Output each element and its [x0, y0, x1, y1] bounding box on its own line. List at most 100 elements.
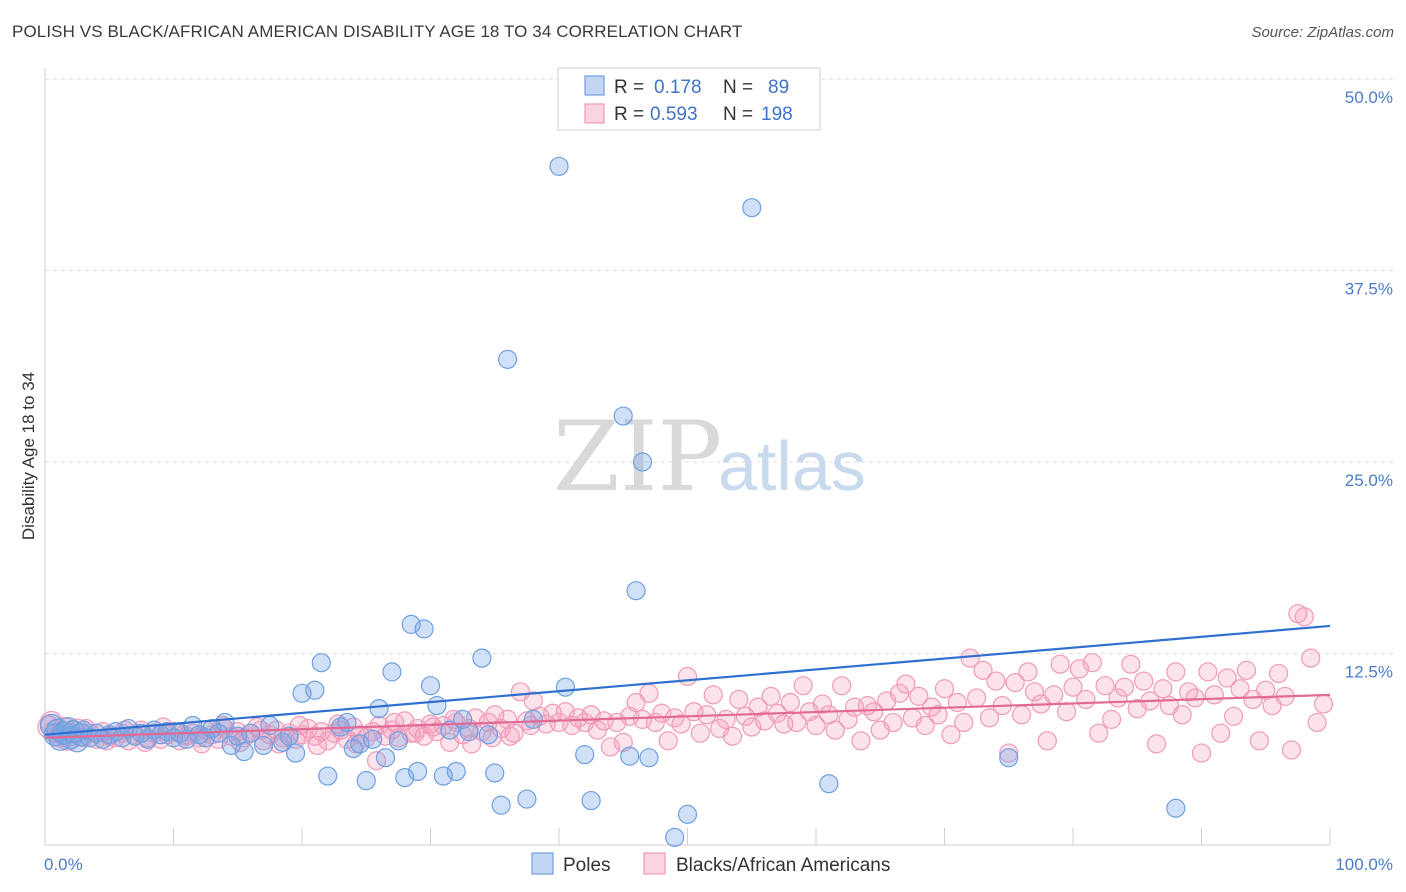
y-tick-label-1: 25.0% — [1345, 471, 1393, 490]
point-0-78 — [613, 406, 633, 426]
point-1-185 — [1224, 706, 1244, 726]
poles-swatch — [584, 75, 605, 96]
point-1-100 — [677, 666, 698, 687]
point-0-68 — [478, 725, 498, 745]
point-1-102 — [690, 723, 710, 743]
point-0-66 — [459, 722, 479, 742]
point-0-50 — [356, 771, 376, 791]
point-1-118 — [793, 676, 813, 696]
point-0-87 — [999, 748, 1019, 768]
point-1-146 — [973, 660, 993, 680]
point-1-181 — [1198, 662, 1218, 682]
point-1-97 — [658, 731, 678, 751]
point-1-145 — [967, 688, 987, 708]
point-0-63 — [440, 720, 460, 740]
point-1-179 — [1185, 688, 1205, 708]
point-1-150 — [999, 743, 1019, 763]
point-0-75 — [555, 677, 576, 697]
point-1-141 — [941, 725, 961, 745]
gridlines — [45, 78, 1395, 654]
point-0-73 — [523, 709, 543, 729]
point-1-124 — [832, 676, 852, 696]
point-0-86 — [819, 774, 839, 794]
stats-legend-box — [557, 67, 821, 131]
point-1-132 — [883, 712, 903, 733]
poles-n-value: 89 — [768, 77, 789, 98]
point-0-60 — [420, 676, 441, 696]
point-1-156 — [1037, 731, 1057, 751]
watermark: ZIP atlas — [553, 401, 866, 513]
point-1-214 — [307, 735, 328, 756]
point-1-158 — [1050, 654, 1070, 674]
point-1-162 — [1076, 689, 1096, 710]
point-1-88 — [600, 737, 621, 757]
point-1-171 — [1134, 671, 1154, 691]
point-1-166 — [1101, 709, 1122, 729]
y-tick-label-2: 37.5% — [1345, 280, 1393, 299]
point-1-165 — [1095, 676, 1115, 696]
point-1-192 — [1268, 663, 1289, 684]
point-0-67 — [472, 648, 492, 668]
point-0-77 — [581, 790, 601, 811]
blacks-swatch — [584, 103, 605, 124]
point-1-199 — [1313, 694, 1334, 714]
point-0-74 — [549, 156, 569, 176]
point-0-84 — [677, 804, 698, 824]
point-1-173 — [1146, 734, 1167, 754]
point-0-51 — [363, 729, 383, 749]
x-tick-label-0: 0.0% — [44, 855, 83, 874]
point-1-198 — [1307, 712, 1327, 733]
point-1-157 — [1044, 685, 1064, 705]
point-1-222 — [462, 734, 482, 754]
point-1-106 — [716, 709, 736, 729]
point-1-99 — [671, 714, 691, 734]
source-label: Source: ZipAtlas.com — [1251, 24, 1394, 41]
point-0-64 — [446, 761, 466, 782]
point-0-79 — [620, 746, 640, 766]
legend-blacks-label: Blacks/African Americans — [676, 855, 890, 876]
blacks-n-value: 198 — [761, 104, 793, 125]
y-tick-label-3: 50.0% — [1345, 88, 1393, 107]
point-1-218 — [384, 712, 405, 733]
point-1-134 — [896, 674, 916, 694]
point-1-123 — [825, 720, 845, 740]
point-0-52 — [369, 699, 389, 719]
point-1-182 — [1204, 685, 1224, 705]
point-0-69 — [485, 763, 505, 783]
poles-r-value: 0.178 — [654, 77, 702, 98]
point-0-37 — [253, 735, 274, 756]
point-1-219 — [405, 723, 425, 743]
point-0-59 — [414, 619, 434, 639]
point-1-224 — [500, 726, 520, 746]
point-0-57 — [401, 614, 421, 634]
point-1-154 — [1024, 682, 1045, 702]
trendline-1 — [44, 693, 1331, 739]
series-legend: Poles Blacks/African Americans — [531, 852, 890, 876]
point-1-164 — [1089, 723, 1109, 743]
point-0-62 — [433, 766, 453, 786]
y-tick-label-0: 12.5% — [1345, 663, 1393, 682]
point-0-40 — [279, 726, 299, 746]
point-0-58 — [408, 761, 428, 782]
poles-n-label: N = — [723, 77, 753, 98]
chart-title: POLISH VS BLACK/AFRICAN AMERICAN DISABIL… — [12, 22, 743, 41]
point-0-32 — [215, 712, 235, 733]
watermark-atlas: atlas — [718, 427, 866, 505]
legend-blacks-swatch — [643, 852, 666, 875]
point-0-35 — [234, 741, 254, 762]
point-1-183 — [1211, 723, 1231, 743]
point-1-163 — [1082, 653, 1102, 673]
point-0-81 — [632, 452, 653, 472]
point-1-94 — [639, 683, 659, 703]
point-1-147 — [979, 708, 1000, 728]
point-0-71 — [498, 349, 518, 369]
point-1-120 — [806, 715, 826, 736]
point-1-151 — [1005, 673, 1025, 693]
point-1-153 — [1018, 662, 1038, 682]
point-0-8 — [65, 729, 89, 753]
point-0-85 — [742, 198, 762, 218]
point-1-116 — [780, 692, 800, 713]
trendline-0 — [44, 624, 1331, 736]
point-0-82 — [639, 748, 659, 768]
point-0-70 — [491, 795, 511, 815]
